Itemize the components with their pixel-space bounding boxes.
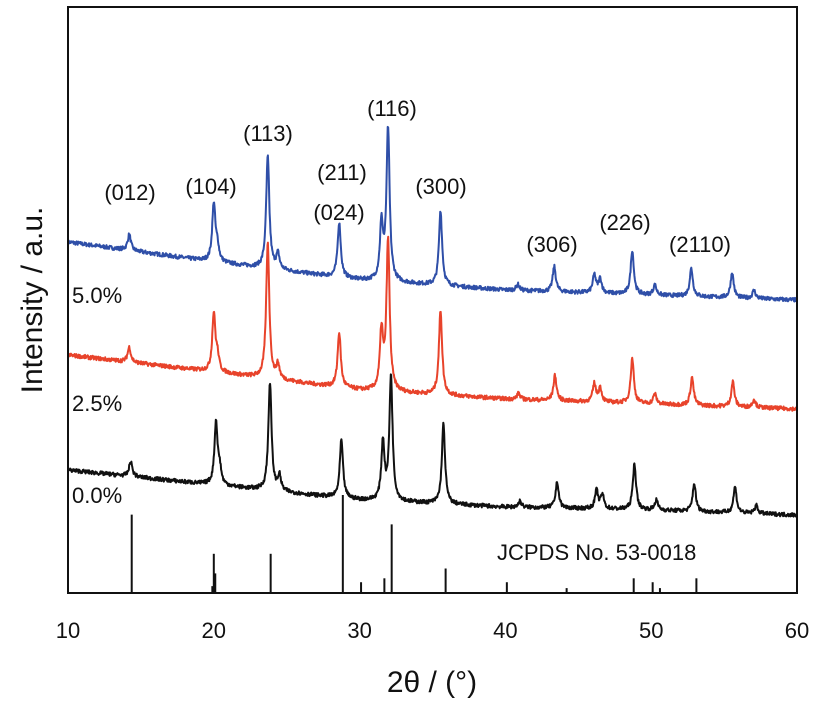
peak-label: (104) [185, 174, 236, 199]
peak-label: (116) [367, 96, 417, 121]
x-tick-label: 60 [785, 618, 809, 643]
x-tick-label: 10 [56, 618, 80, 643]
series-line-2.5% [67, 235, 798, 412]
series-label-2.5: 2.5% [72, 391, 122, 416]
peak-label: (2110) [669, 232, 731, 257]
x-tick-label: 30 [347, 618, 371, 643]
peak-label: (226) [599, 210, 650, 235]
series-label-0.0: 0.0% [72, 483, 122, 508]
peak-label: (113) [243, 121, 293, 146]
reference-label: JCPDS No. 53-0018 [497, 540, 696, 565]
x-tick-label: 50 [639, 618, 663, 643]
peak-label: (024) [313, 200, 364, 225]
peak-label: (012) [104, 180, 155, 205]
series-line-0.0% [67, 373, 798, 518]
peak-label: (300) [415, 174, 466, 199]
series-line-5.0% [67, 125, 798, 303]
x-axis-label: 2θ / (°) [387, 666, 477, 699]
plot-frame [67, 6, 798, 594]
peak-label: (211) [317, 160, 367, 185]
series-label-5.0: 5.0% [72, 283, 122, 308]
y-axis-label: Intensity / a.u. [16, 207, 49, 394]
x-tick-label: 20 [202, 618, 226, 643]
peak-label: (306) [526, 232, 577, 257]
x-tick-label: 40 [493, 618, 517, 643]
